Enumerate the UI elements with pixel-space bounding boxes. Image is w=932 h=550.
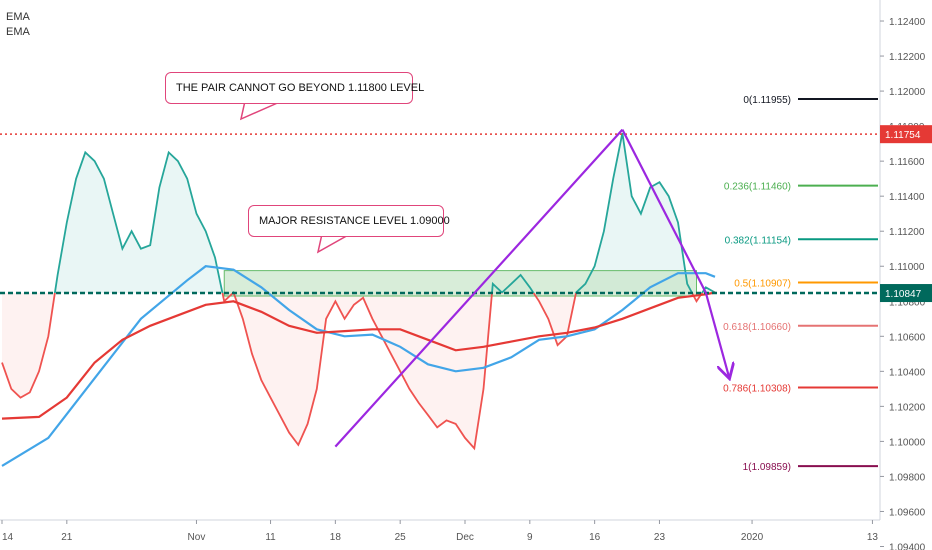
y-tick-label: 1.11400 (889, 192, 925, 203)
x-tick-label: Nov (188, 532, 206, 543)
y-tick-label: 1.11200 (889, 227, 925, 238)
fib-level-label: 0.618(1.10660) (723, 322, 791, 333)
y-tick-label: 1.10800 (889, 297, 926, 308)
x-tick-label: 16 (589, 532, 601, 543)
price-line-down (1, 293, 715, 451)
y-tick-label: 1.12000 (889, 87, 926, 98)
y-tick-label: 1.09800 (889, 472, 926, 483)
y-tick-label: 1.10400 (889, 367, 926, 378)
fib-level-label: 1(1.09859) (743, 462, 791, 473)
annotation-text: THE PAIR CANNOT GO BEYOND 1.11800 LEVEL (176, 82, 425, 94)
fib-level-label: 0(1.11955) (743, 95, 791, 106)
y-tick-label: 1.10000 (889, 437, 926, 448)
price-fill-above (2, 133, 715, 294)
ema-slow-line (1, 291, 716, 420)
y-tick-label: 1.09600 (889, 507, 926, 518)
ema-legend-item[interactable]: EMA (6, 11, 30, 23)
price-line-up (53, 132, 716, 294)
resistance-price-label: 1.11754 (885, 130, 921, 141)
current-price-tag (880, 284, 932, 303)
x-tick-label: 13 (867, 532, 879, 543)
annotation-callout: THE PAIR CANNOT GO BEYOND 1.11800 LEVEL (165, 72, 424, 104)
fib-level-label: 0.786(1.10308) (723, 383, 791, 394)
trendline (621, 129, 707, 294)
x-tick-label: Dec (456, 532, 474, 543)
annotation-text: MAJOR RESISTANCE LEVEL 1.09000 (259, 215, 450, 227)
y-tick-label: 1.09400 (889, 542, 926, 550)
x-tick-label: 14 (2, 532, 14, 543)
x-tick-label: 21 (61, 532, 73, 543)
x-tick-label: 11 (265, 532, 276, 543)
y-tick-label: 1.10600 (889, 332, 926, 343)
y-tick-label: 1.11600 (889, 157, 925, 168)
y-tick-label: 1.11000 (889, 262, 925, 273)
indicator-legend: EMA EMA (6, 10, 30, 40)
current-price-label: 1.10847 (885, 289, 922, 300)
annotation-callout: MAJOR RESISTANCE LEVEL 1.09000 (248, 205, 450, 237)
ema-fast-line (1, 265, 716, 467)
x-tick-label: 2020 (741, 532, 764, 543)
fib-level-label: 0.5(1.10907) (734, 279, 791, 290)
y-tick-label: 1.10200 (889, 402, 926, 413)
projection-arrow (704, 292, 729, 377)
x-tick-label: 25 (395, 532, 407, 543)
x-tick-label: 18 (330, 532, 342, 543)
x-tick-label: 23 (654, 532, 666, 543)
y-tick-label: 1.12200 (889, 52, 926, 63)
x-tick-label: 9 (527, 532, 533, 543)
fib-level-label: 0.382(1.11154) (725, 235, 791, 246)
resistance-zone (223, 270, 698, 297)
trendline (334, 128, 624, 448)
y-tick-label: 1.12400 (889, 17, 926, 28)
ema-legend-item[interactable]: EMA (6, 26, 30, 38)
resistance-price-tag (880, 125, 932, 144)
fib-level-label: 0.236(1.11460) (724, 182, 791, 193)
